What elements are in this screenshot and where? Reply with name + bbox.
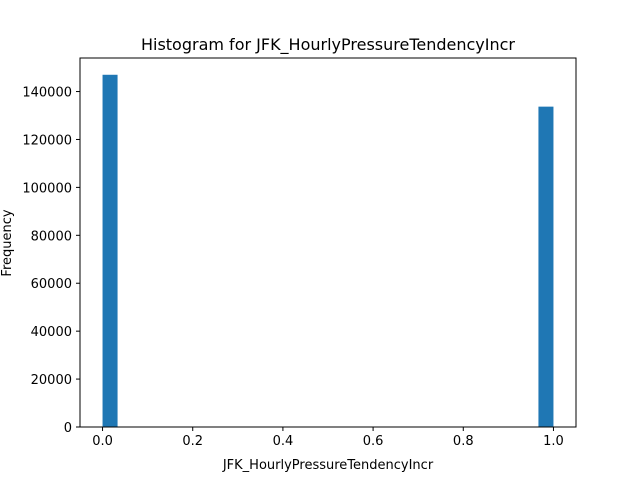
x-tick-label: 0.6 xyxy=(363,434,384,449)
x-tick-label: 0.8 xyxy=(453,434,474,449)
y-tick-label: 120000 xyxy=(22,133,72,148)
y-tick-label: 140000 xyxy=(22,86,72,101)
plot-frame xyxy=(79,57,577,428)
x-axis-label: JFK_HourlyPressureTendencyIncr xyxy=(222,458,434,473)
chart-title: Histogram for JFK_HourlyPressureTendency… xyxy=(141,35,515,55)
y-tick-label: 0 xyxy=(64,421,72,436)
y-tick-label: 20000 xyxy=(31,373,72,388)
axes-group: 0.0 0.2 0.4 0.6 0.8 1.0 0 20000 40000 60000 80000 1… xyxy=(22,57,577,449)
y-axis-label: Frequency xyxy=(0,209,15,276)
y-tick-label: 80000 xyxy=(31,229,72,244)
histogram-bar-0 xyxy=(102,74,118,427)
y-tick-label: 40000 xyxy=(31,325,72,340)
x-tick-label: 0.0 xyxy=(92,434,113,449)
x-tick-label: 0.2 xyxy=(182,434,203,449)
y-tick-label: 60000 xyxy=(31,277,72,292)
bars-group xyxy=(102,74,554,428)
x-tick-label: 1.0 xyxy=(543,434,564,449)
y-tick-label: 100000 xyxy=(22,181,72,196)
histogram-bar-1 xyxy=(538,106,554,428)
x-tick-label: 0.4 xyxy=(273,434,294,449)
